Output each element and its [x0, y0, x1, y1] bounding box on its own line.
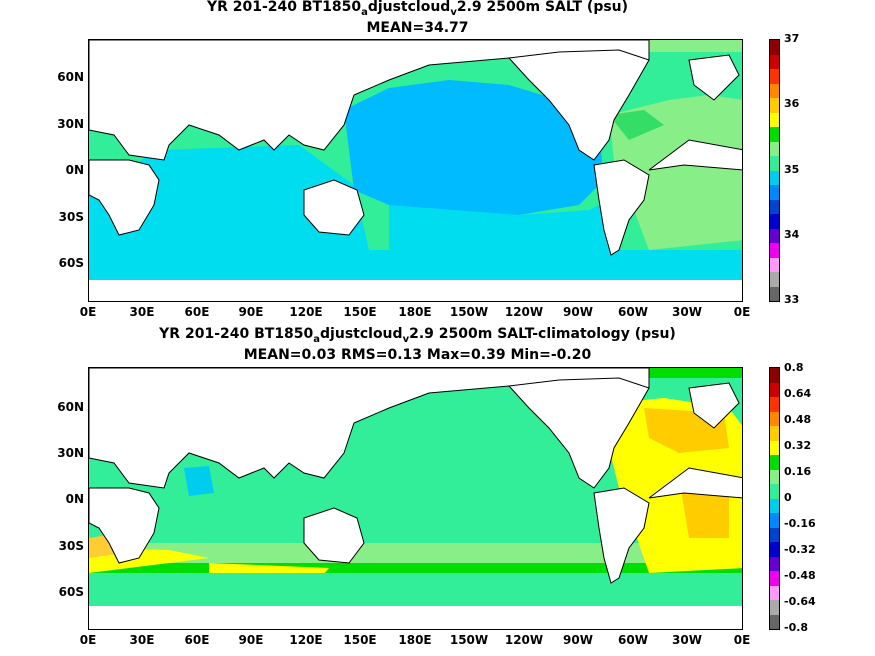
- colorbar-swatch: [770, 69, 779, 84]
- map2-colorbar-label: 0.64: [784, 387, 812, 400]
- map2-colorbar-label: 0.32: [784, 439, 812, 452]
- map1-lat-label: 0N: [65, 163, 84, 177]
- colorbar-swatch: [770, 54, 779, 69]
- map1-colorbar-label: 33: [784, 293, 800, 306]
- colorbar-swatch: [770, 513, 779, 528]
- map1-lon-label: 180E: [398, 305, 432, 319]
- colorbar-swatch: [770, 214, 779, 229]
- map1-lon-label: 0E: [733, 305, 751, 319]
- map2-lon-label: 150E: [343, 633, 377, 647]
- map1-lon-label: 30E: [129, 305, 155, 319]
- colorbar-swatch: [770, 397, 779, 412]
- colorbar-swatch: [770, 498, 779, 513]
- map2-lon-label: 180E: [398, 633, 432, 647]
- map2-lon-label: 120E: [289, 633, 323, 647]
- colorbar-swatch: [770, 272, 779, 287]
- colorbar-swatch: [770, 484, 779, 499]
- map2-lon-label: 120W: [504, 633, 544, 647]
- map1-lat-label: 60N: [57, 70, 84, 84]
- colorbar-swatch: [770, 571, 779, 586]
- map1-colorbar-label: 37: [784, 32, 800, 45]
- colorbar-swatch: [770, 411, 779, 426]
- map2-lat-label: 60N: [57, 400, 84, 414]
- map2-lon-label: 150W: [449, 633, 489, 647]
- colorbar-swatch: [770, 368, 779, 383]
- colorbar-swatch: [770, 527, 779, 542]
- colorbar-swatch: [770, 600, 779, 615]
- map2-colorbar-label: 0.16: [784, 465, 812, 478]
- map2-stats: MEAN=0.03 RMS=0.13 Max=0.39 Min=-0.20: [243, 347, 592, 363]
- map2-lon-label: 30W: [672, 633, 702, 647]
- colorbar-swatch: [770, 98, 779, 113]
- map1-colorbar: [769, 39, 780, 302]
- map2-lon-label: 0E: [733, 633, 751, 647]
- colorbar-swatch: [770, 185, 779, 200]
- map1-lat-label: 60S: [58, 256, 84, 270]
- colorbar-swatch: [770, 426, 779, 441]
- map2-colorbar-label: -0.8: [784, 621, 809, 634]
- map1-stats: MEAN=34.77: [366, 20, 469, 36]
- map1-colorbar-label: 35: [784, 163, 800, 176]
- map1-lon-label: 90W: [563, 305, 593, 319]
- colorbar-swatch: [770, 199, 779, 214]
- map2-colorbar-label: -0.32: [784, 543, 816, 556]
- map2-colorbar-label: -0.64: [784, 595, 816, 608]
- map2-colorbar-label: -0.16: [784, 517, 816, 530]
- map2-colorbar: [769, 367, 780, 630]
- map1-lon-label: 150W: [449, 305, 489, 319]
- colorbar-swatch: [770, 469, 779, 484]
- map2-colorbar-label: 0: [784, 491, 792, 504]
- map2-lon-label: 0E: [79, 633, 97, 647]
- colorbar-swatch: [770, 257, 779, 272]
- colorbar-swatch: [770, 585, 779, 600]
- map1-lat-label: 30S: [58, 210, 84, 224]
- map2-title: YR 201-240 BT1850adjustcloudv2.9 2500m S…: [159, 326, 676, 345]
- map1-lon-label: 120E: [289, 305, 323, 319]
- colorbar-swatch: [770, 170, 779, 185]
- map2-lon-label: 90E: [238, 633, 264, 647]
- colorbar-swatch: [770, 542, 779, 557]
- map2-colorbar-label: -0.48: [784, 569, 816, 582]
- map1-title: YR 201-240 BT1850adjustcloudv2.9 2500m S…: [206, 0, 629, 18]
- colorbar-swatch: [770, 40, 779, 55]
- map2-lat-label: 60S: [58, 585, 84, 599]
- colorbar-swatch: [770, 228, 779, 243]
- map1-lon-label: 60W: [618, 305, 648, 319]
- colorbar-swatch: [770, 382, 779, 397]
- colorbar-swatch: [770, 127, 779, 142]
- salinity-map: [88, 39, 743, 302]
- salinity-bias-map: [88, 367, 743, 630]
- map1-lat-label: 30N: [57, 117, 84, 131]
- colorbar-swatch: [770, 455, 779, 470]
- map1-lon-label: 90E: [238, 305, 264, 319]
- map1-lon-label: 120W: [504, 305, 544, 319]
- colorbar-swatch: [770, 556, 779, 571]
- map1-lon-label: 60E: [184, 305, 210, 319]
- colorbar-swatch: [770, 286, 779, 301]
- colorbar-swatch: [770, 141, 779, 156]
- map2-lon-label: 90W: [563, 633, 593, 647]
- colorbar-swatch: [770, 440, 779, 455]
- map2-lon-label: 60W: [618, 633, 648, 647]
- map2-lon-label: 30E: [129, 633, 155, 647]
- colorbar-swatch: [770, 614, 779, 629]
- map2-lat-label: 0N: [65, 492, 84, 506]
- map1-lon-label: 30W: [672, 305, 702, 319]
- colorbar-swatch: [770, 243, 779, 258]
- map1-colorbar-label: 34: [784, 228, 800, 241]
- map1-lon-label: 150E: [343, 305, 377, 319]
- map2-lat-label: 30S: [58, 539, 84, 553]
- map2-lat-label: 30N: [57, 446, 84, 460]
- map2-colorbar-label: 0.48: [784, 413, 812, 426]
- map2-lon-label: 60E: [184, 633, 210, 647]
- colorbar-swatch: [770, 156, 779, 171]
- colorbar-swatch: [770, 112, 779, 127]
- map1-lon-label: 0E: [79, 305, 97, 319]
- map1-colorbar-label: 36: [784, 97, 800, 110]
- colorbar-swatch: [770, 83, 779, 98]
- map2-colorbar-label: 0.8: [784, 361, 804, 374]
